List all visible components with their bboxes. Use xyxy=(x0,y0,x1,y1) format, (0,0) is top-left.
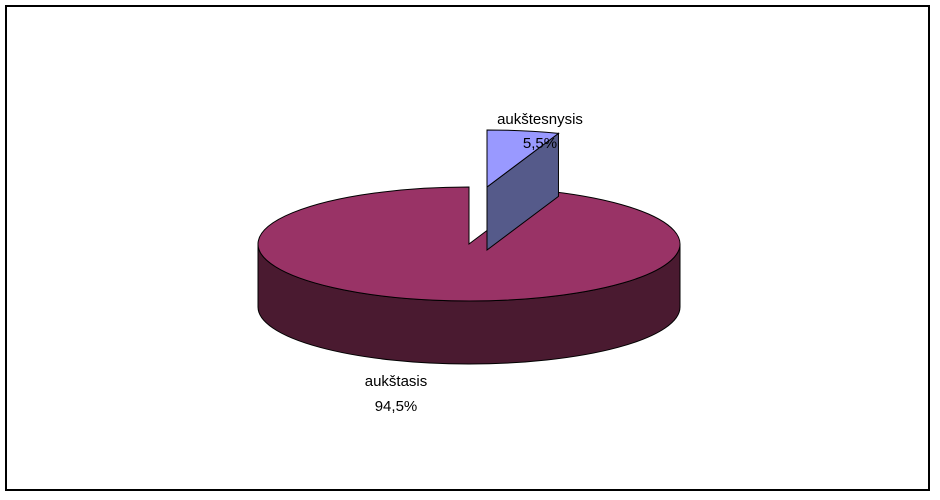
label-aukstesnysis-percent: 5,5% xyxy=(523,135,557,152)
label-aukstesnysis-name: aukštesnysis xyxy=(497,111,583,128)
label-aukstasis-percent: 94,5% xyxy=(375,398,418,415)
label-aukstasis-name: aukštasis xyxy=(365,373,428,390)
slice-aukstesnysis xyxy=(486,129,560,252)
slice-aukstasis-top xyxy=(257,186,681,302)
slice-aukstasis xyxy=(257,186,681,365)
slice-aukstesnysis-top xyxy=(486,129,560,189)
